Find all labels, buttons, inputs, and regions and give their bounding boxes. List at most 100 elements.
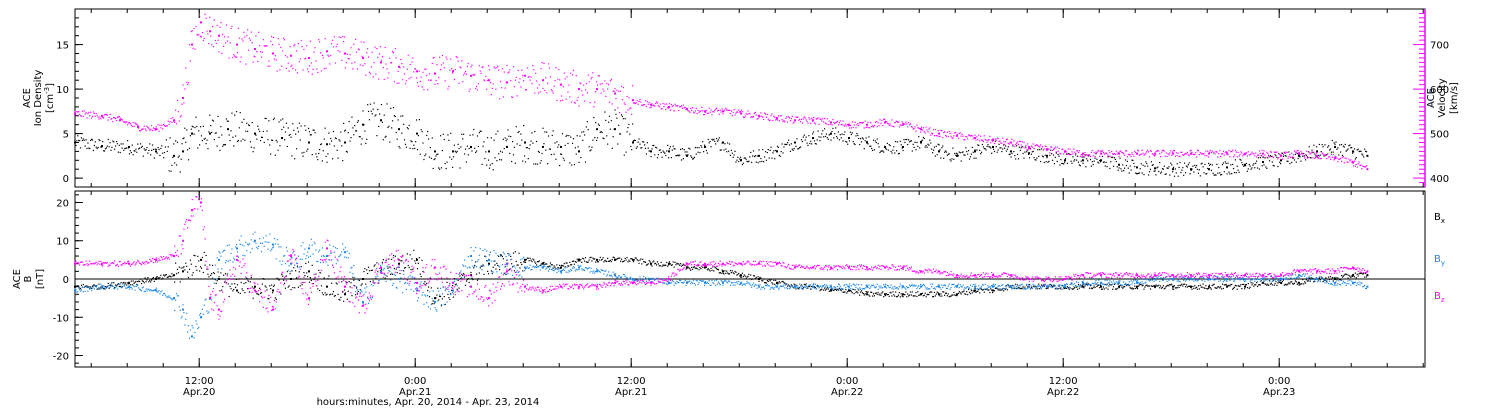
density-dot (416, 148, 419, 151)
density-dot (212, 120, 215, 122)
bx-dot (287, 286, 289, 288)
bx-dot (219, 290, 221, 292)
velocity-dot (606, 82, 608, 84)
velocity-dot (728, 109, 731, 111)
density-dot (741, 163, 744, 166)
density-dot (831, 130, 833, 133)
bx-dot (935, 293, 937, 295)
by-dot (166, 296, 168, 298)
density-dot (382, 139, 384, 141)
velocity-dot (394, 48, 396, 50)
bx-dot (563, 263, 565, 265)
velocity-dot (165, 125, 167, 127)
velocity-dot (1129, 154, 1131, 156)
by-point (128, 285, 130, 288)
bx-point (974, 289, 976, 292)
bx-dot (227, 283, 229, 285)
bx-dot (375, 277, 377, 280)
velocity-dot (462, 81, 464, 83)
by-dot (388, 269, 390, 272)
velocity-dot (578, 105, 580, 107)
density-dot (1097, 161, 1099, 163)
density-dot (125, 147, 127, 149)
velocity-dot (518, 81, 520, 83)
bx-dot (1168, 285, 1170, 287)
density-dot (438, 167, 440, 169)
velocity-dot (1321, 152, 1323, 154)
bx-dot (357, 290, 360, 293)
density-dot (1311, 149, 1313, 151)
bx-dot (415, 258, 418, 260)
velocity-dot (1249, 153, 1251, 156)
bx-dot (602, 257, 604, 259)
density-dot (91, 138, 93, 141)
bx-dot (661, 265, 663, 267)
density-dot (772, 152, 774, 154)
bx-dot (274, 297, 276, 299)
bx-dot (1012, 284, 1014, 286)
density-dot (966, 150, 968, 153)
density-dot (183, 137, 185, 139)
density-dot (126, 147, 128, 149)
velocity-dot (1301, 153, 1303, 155)
velocity-dot (966, 136, 968, 138)
density-dot (1281, 152, 1284, 154)
density-dot (1081, 156, 1083, 158)
density-dot (1088, 155, 1090, 157)
density-dot (950, 160, 952, 162)
bx-dot (1093, 285, 1095, 287)
by-dot (90, 287, 92, 290)
bx-dot (147, 276, 149, 279)
bx-dot (1032, 285, 1034, 287)
velocity-point (848, 123, 850, 126)
density-dot (231, 112, 233, 114)
bx-dot (1084, 285, 1086, 287)
by-dot (208, 311, 210, 313)
bx-dot (331, 293, 334, 295)
velocity-dot (804, 117, 806, 119)
velocity-dot (1340, 157, 1342, 159)
velocity-dot (226, 40, 228, 42)
bx-dot (704, 264, 707, 266)
density-dot (604, 111, 606, 113)
velocity-dot (758, 116, 760, 118)
bx-dot (534, 261, 536, 263)
bx-dot (205, 254, 207, 257)
velocity-point (1352, 161, 1354, 164)
by-dot (307, 256, 310, 258)
density-dot (834, 133, 836, 135)
bx-point (1298, 281, 1300, 284)
velocity-dot (506, 64, 508, 67)
bx-dot (1149, 288, 1152, 290)
bx-dot (972, 290, 974, 292)
bx-dot (836, 288, 839, 290)
velocity-dot (668, 103, 671, 105)
bx-dot (884, 294, 887, 297)
velocity-dot (744, 115, 746, 117)
velocity-dot (1144, 153, 1146, 155)
by-dot (115, 286, 117, 288)
density-dot (152, 148, 155, 151)
velocity-dot (342, 35, 344, 38)
velocity-dot (481, 66, 483, 69)
bx-dot (1175, 287, 1177, 289)
velocity-dot (993, 142, 996, 145)
velocity-dot (379, 46, 382, 48)
density-dot (1102, 161, 1104, 163)
density-dot (1295, 161, 1297, 163)
bx-dot (910, 294, 912, 296)
by-dot (275, 258, 277, 260)
density-dot (551, 134, 553, 137)
density-dot (375, 114, 377, 116)
velocity-dot (620, 85, 623, 87)
density-dot (144, 149, 146, 151)
bx-dot (315, 273, 317, 275)
by-dot (380, 272, 383, 274)
velocity-dot (1062, 148, 1064, 150)
velocity-dot (1235, 151, 1237, 153)
velocity-dot (811, 117, 813, 120)
bx-dot (1129, 287, 1131, 289)
density-dot (373, 102, 375, 104)
velocity-dot (1348, 158, 1350, 160)
velocity-dot (416, 81, 419, 84)
